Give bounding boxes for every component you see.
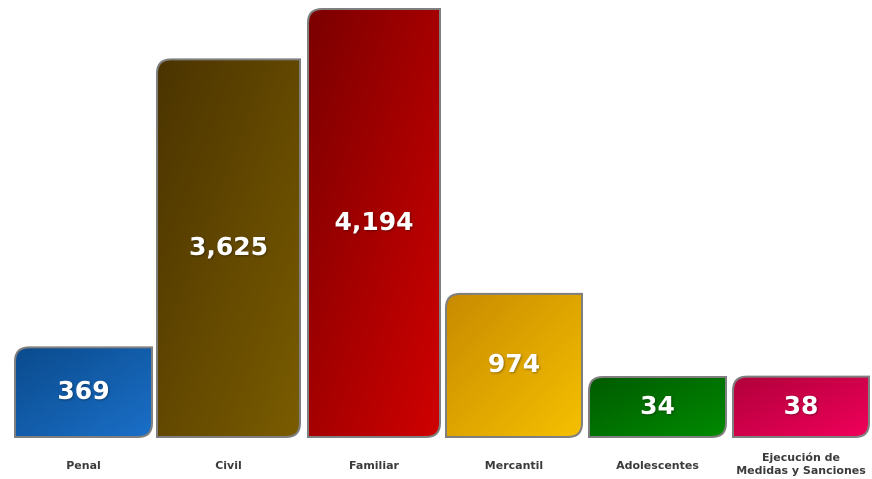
category-label-1: Civil (215, 459, 242, 472)
bar-2 (307, 8, 441, 438)
category-label-0: Penal (66, 459, 101, 472)
bar-0 (14, 346, 153, 438)
bar-4 (588, 375, 727, 438)
bar-value-label-2: 4,194 (334, 207, 414, 236)
category-label-2: Familiar (349, 459, 399, 472)
bar-value-label-0: 369 (57, 376, 110, 406)
category-label-4: Adolescentes (616, 459, 699, 472)
bar-1 (156, 58, 301, 438)
bar-value-label-4: 34 (640, 390, 675, 420)
bar-value-label-5: 38 (783, 390, 819, 420)
bar-value-label-1: 3,625 (188, 232, 269, 262)
category-label-5: Ejecución de Medidas y Sanciones (736, 451, 866, 477)
bar-5 (732, 375, 870, 438)
category-label-3: Mercantil (484, 459, 544, 472)
bar-value-label-3: 974 (487, 349, 541, 379)
bar-3 (445, 292, 583, 438)
